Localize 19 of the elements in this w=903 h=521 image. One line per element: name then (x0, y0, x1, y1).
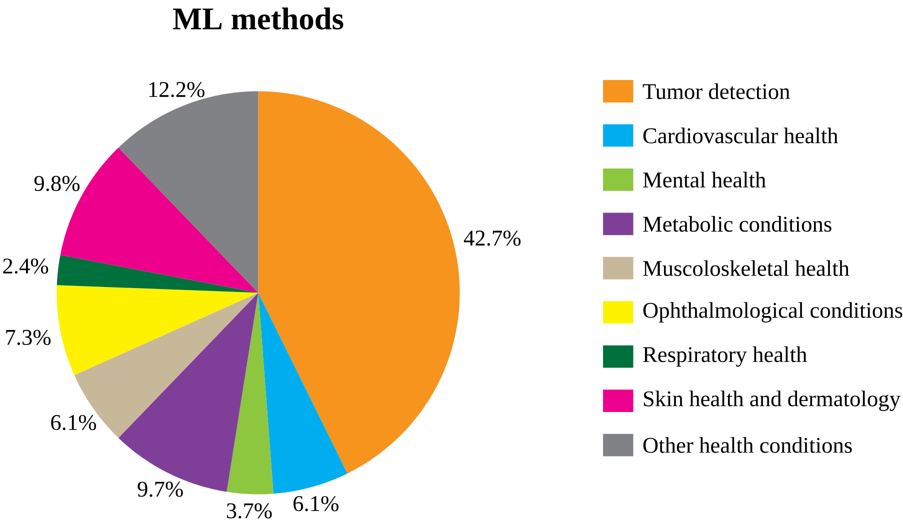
legend-label: Tumor detection (642, 84, 790, 100)
data-label: 12.2% (149, 82, 204, 98)
data-label: 9.7% (138, 482, 183, 497)
legend-label: Skin health and dermatology (644, 390, 900, 412)
data-label: 2.4% (3, 258, 48, 274)
legend-label: Muscoloskeletal health (643, 260, 850, 276)
chart-title: ML methods (173, 8, 344, 30)
legend-label: Cardiovascular health (643, 128, 838, 144)
legend-label: Ophthalmological conditions (643, 302, 902, 323)
legend-label: Other health conditions (643, 437, 852, 454)
data-label: 6.1% (51, 415, 96, 430)
data-label: 42.7% (464, 230, 521, 246)
data-label: 9.8% (34, 176, 80, 192)
data-label: 3.7% (226, 503, 272, 519)
data-label: 6.1% (294, 496, 338, 512)
data-label: 7.3% (6, 330, 51, 346)
legend-label: Metabolic conditions (643, 216, 832, 232)
legend-label: Mental health (643, 172, 766, 188)
legend-label: Respiratory health (643, 346, 807, 367)
